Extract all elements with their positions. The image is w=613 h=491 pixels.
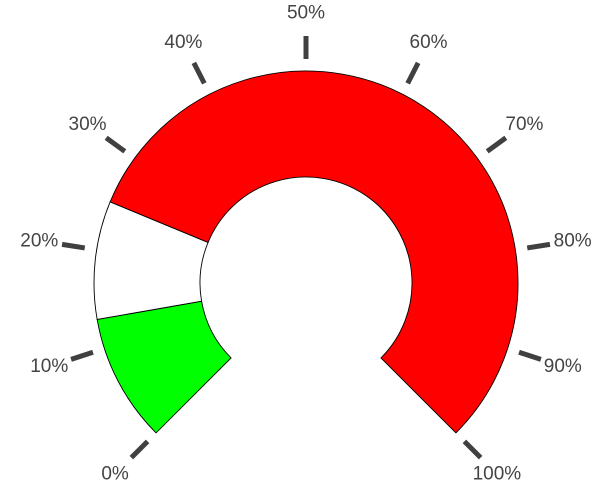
gauge-tick-label-100: 100% <box>473 463 522 484</box>
gauge-tick-label-50: 50% <box>287 3 325 24</box>
gauge-tick-label-30: 30% <box>69 114 107 135</box>
gauge-tick-30 <box>104 135 127 154</box>
gauge-tick-label-0: 0% <box>101 463 129 484</box>
gauge-tick-labels: 0% 10% 20% 30% 40% 50% 60% 70% 80% 90% 100% <box>20 3 591 485</box>
gauge-ticks <box>61 36 551 460</box>
gauge-tick-0 <box>129 439 150 460</box>
gauge-tick-label-10: 10% <box>30 356 68 377</box>
gauge-tick-70 <box>485 135 508 154</box>
gauge-tick-label-80: 80% <box>554 230 592 251</box>
gauge-tick-60 <box>405 61 421 85</box>
gauge-band-0 <box>96 300 232 434</box>
gauge-tick-80 <box>526 241 551 251</box>
gauge-tick-90 <box>518 349 542 362</box>
gauge-tick-label-20: 20% <box>20 230 58 251</box>
gauge-tick-40 <box>191 61 207 85</box>
gauge-tick-label-40: 40% <box>164 32 202 53</box>
gauge-tick-label-60: 60% <box>410 32 448 53</box>
gauge-tick-20 <box>61 241 86 251</box>
gauge-tick-10 <box>70 349 94 362</box>
gauge-tick-label-90: 90% <box>544 356 582 377</box>
gauge-bands <box>93 70 519 434</box>
gauge-tick-label-70: 70% <box>505 114 543 135</box>
gauge-tick-100 <box>462 439 483 460</box>
gauge-band-2 <box>109 70 519 434</box>
